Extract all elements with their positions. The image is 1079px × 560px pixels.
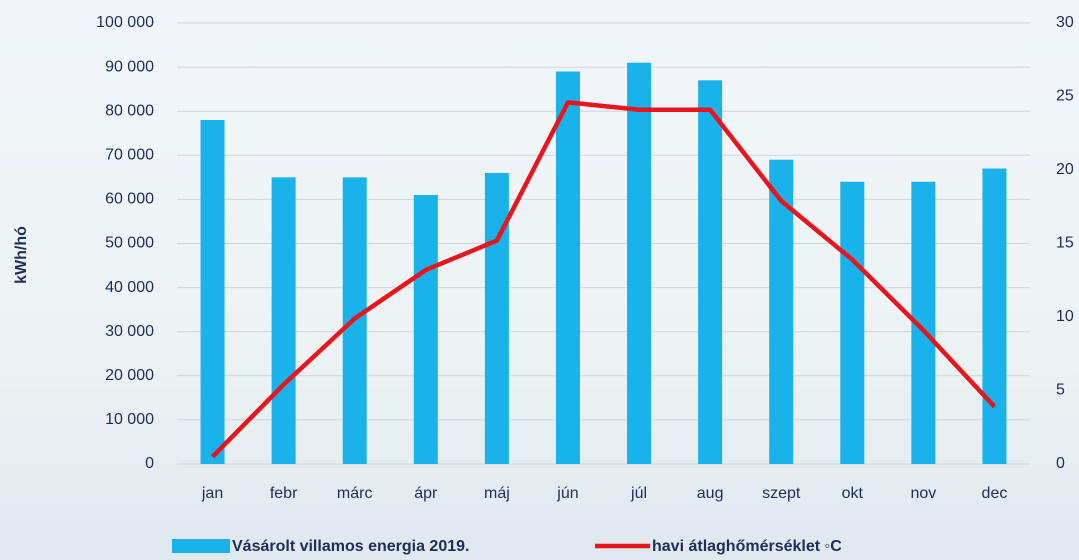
x-tick-label: nov: [910, 485, 936, 502]
legend-label: havi átlaghőmérséklet ◦C: [652, 538, 842, 555]
legend-swatch: [172, 539, 230, 553]
x-tick-label: szept: [762, 485, 801, 502]
y-tick-label: 0: [145, 455, 154, 472]
y-tick-label: 90 000: [105, 58, 154, 75]
x-tick-label: okt: [842, 485, 864, 502]
bar: [698, 80, 722, 464]
bar: [485, 173, 509, 464]
x-tick-label: júl: [630, 485, 647, 502]
y2-tick-label: 30: [1056, 14, 1074, 31]
bar: [201, 120, 225, 464]
x-tick-label: jún: [556, 485, 578, 502]
y-tick-label: 40 000: [105, 279, 154, 296]
x-tick-label: aug: [697, 485, 724, 502]
chart: kWh/hó 0 10 000 20 000 30 000 40 000 50 000 60…: [0, 0, 1079, 560]
legend-label: Vásárolt villamos energia 2019.: [232, 538, 469, 555]
bar: [414, 195, 438, 464]
y-tick-label: 100 000: [96, 14, 154, 31]
y-axis-label: kWh/hó: [13, 226, 30, 284]
y2-tick-label: 10: [1056, 308, 1074, 325]
y2-tick-label: 0: [1056, 455, 1065, 472]
x-tick-label: máj: [484, 485, 510, 502]
bar: [982, 169, 1006, 464]
x-tick-label: febr: [270, 485, 298, 502]
bar: [272, 177, 296, 464]
y2-tick-label: 5: [1056, 382, 1065, 399]
x-tick-label: dec: [982, 485, 1008, 502]
y2-tick-label: 25: [1056, 88, 1074, 105]
y2-tick-label: 20: [1056, 161, 1074, 178]
x-tick-label: jan: [201, 485, 223, 502]
bar: [627, 63, 651, 464]
y-tick-label: 50 000: [105, 235, 154, 252]
y-tick-label: 80 000: [105, 102, 154, 119]
bar: [556, 72, 580, 464]
y-tick-label: 70 000: [105, 147, 154, 164]
y2-tick-label: 15: [1056, 235, 1074, 252]
y-tick-label: 30 000: [105, 323, 154, 340]
x-tick-label: márc: [337, 485, 373, 502]
bar: [840, 182, 864, 464]
page: kWh/hó 0 10 000 20 000 30 000 40 000 50 000 60…: [0, 0, 1079, 560]
y-tick-label: 10 000: [105, 411, 154, 428]
y-tick-label: 20 000: [105, 367, 154, 384]
x-tick-label: ápr: [414, 485, 438, 502]
y-tick-label: 60 000: [105, 191, 154, 208]
